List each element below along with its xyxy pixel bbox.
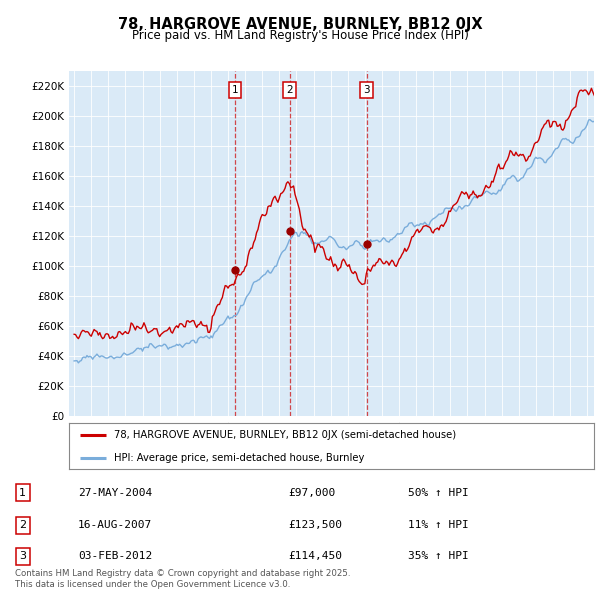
Text: HPI: Average price, semi-detached house, Burnley: HPI: Average price, semi-detached house,… — [113, 453, 364, 463]
Text: 16-AUG-2007: 16-AUG-2007 — [78, 520, 152, 530]
Text: 3: 3 — [19, 552, 26, 561]
Text: Price paid vs. HM Land Registry's House Price Index (HPI): Price paid vs. HM Land Registry's House … — [131, 30, 469, 42]
Text: 11% ↑ HPI: 11% ↑ HPI — [408, 520, 469, 530]
Text: 1: 1 — [19, 488, 26, 497]
Text: £114,450: £114,450 — [288, 552, 342, 561]
Text: 3: 3 — [363, 86, 370, 96]
Text: Contains HM Land Registry data © Crown copyright and database right 2025.
This d: Contains HM Land Registry data © Crown c… — [15, 569, 350, 589]
Text: 78, HARGROVE AVENUE, BURNLEY, BB12 0JX (semi-detached house): 78, HARGROVE AVENUE, BURNLEY, BB12 0JX (… — [113, 431, 456, 441]
Text: 2: 2 — [19, 520, 26, 530]
Text: 03-FEB-2012: 03-FEB-2012 — [78, 552, 152, 561]
Text: £123,500: £123,500 — [288, 520, 342, 530]
Text: 50% ↑ HPI: 50% ↑ HPI — [408, 488, 469, 497]
Text: 35% ↑ HPI: 35% ↑ HPI — [408, 552, 469, 561]
Text: 27-MAY-2004: 27-MAY-2004 — [78, 488, 152, 497]
Text: 1: 1 — [232, 86, 238, 96]
Text: 2: 2 — [286, 86, 293, 96]
Text: 78, HARGROVE AVENUE, BURNLEY, BB12 0JX: 78, HARGROVE AVENUE, BURNLEY, BB12 0JX — [118, 17, 482, 31]
Text: £97,000: £97,000 — [288, 488, 335, 497]
